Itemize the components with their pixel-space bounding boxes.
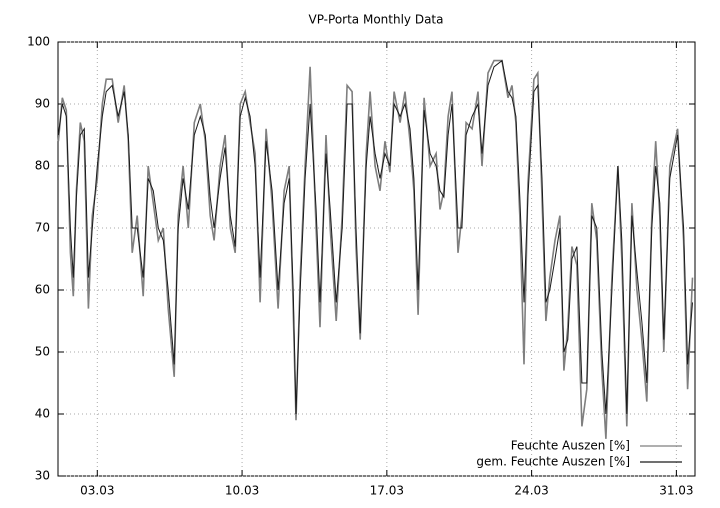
y-tick-label: 30 [35,469,50,483]
y-tick-label: 50 [35,345,50,359]
x-tick-label: 31.03 [659,484,693,498]
y-tick-label: 80 [35,159,50,173]
x-tick-label: 10.03 [225,484,259,498]
legend-label: Feuchte Auszen [%] [511,439,630,453]
legend-label: gem. Feuchte Auszen [%] [476,455,630,469]
x-tick-label: 24.03 [514,484,548,498]
chart-title: VP-Porta Monthly Data [309,13,444,27]
y-tick-label: 90 [35,97,50,111]
x-tick-label: 03.03 [80,484,114,498]
y-tick-label: 70 [35,221,50,235]
series-line [57,59,694,439]
plot-frame [57,41,696,477]
y-tick-label: 100 [27,35,50,49]
y-tick-label: 60 [35,283,50,297]
y-tick-label: 40 [35,407,50,421]
x-tick-label: 17.03 [370,484,404,498]
series-line [57,59,693,415]
